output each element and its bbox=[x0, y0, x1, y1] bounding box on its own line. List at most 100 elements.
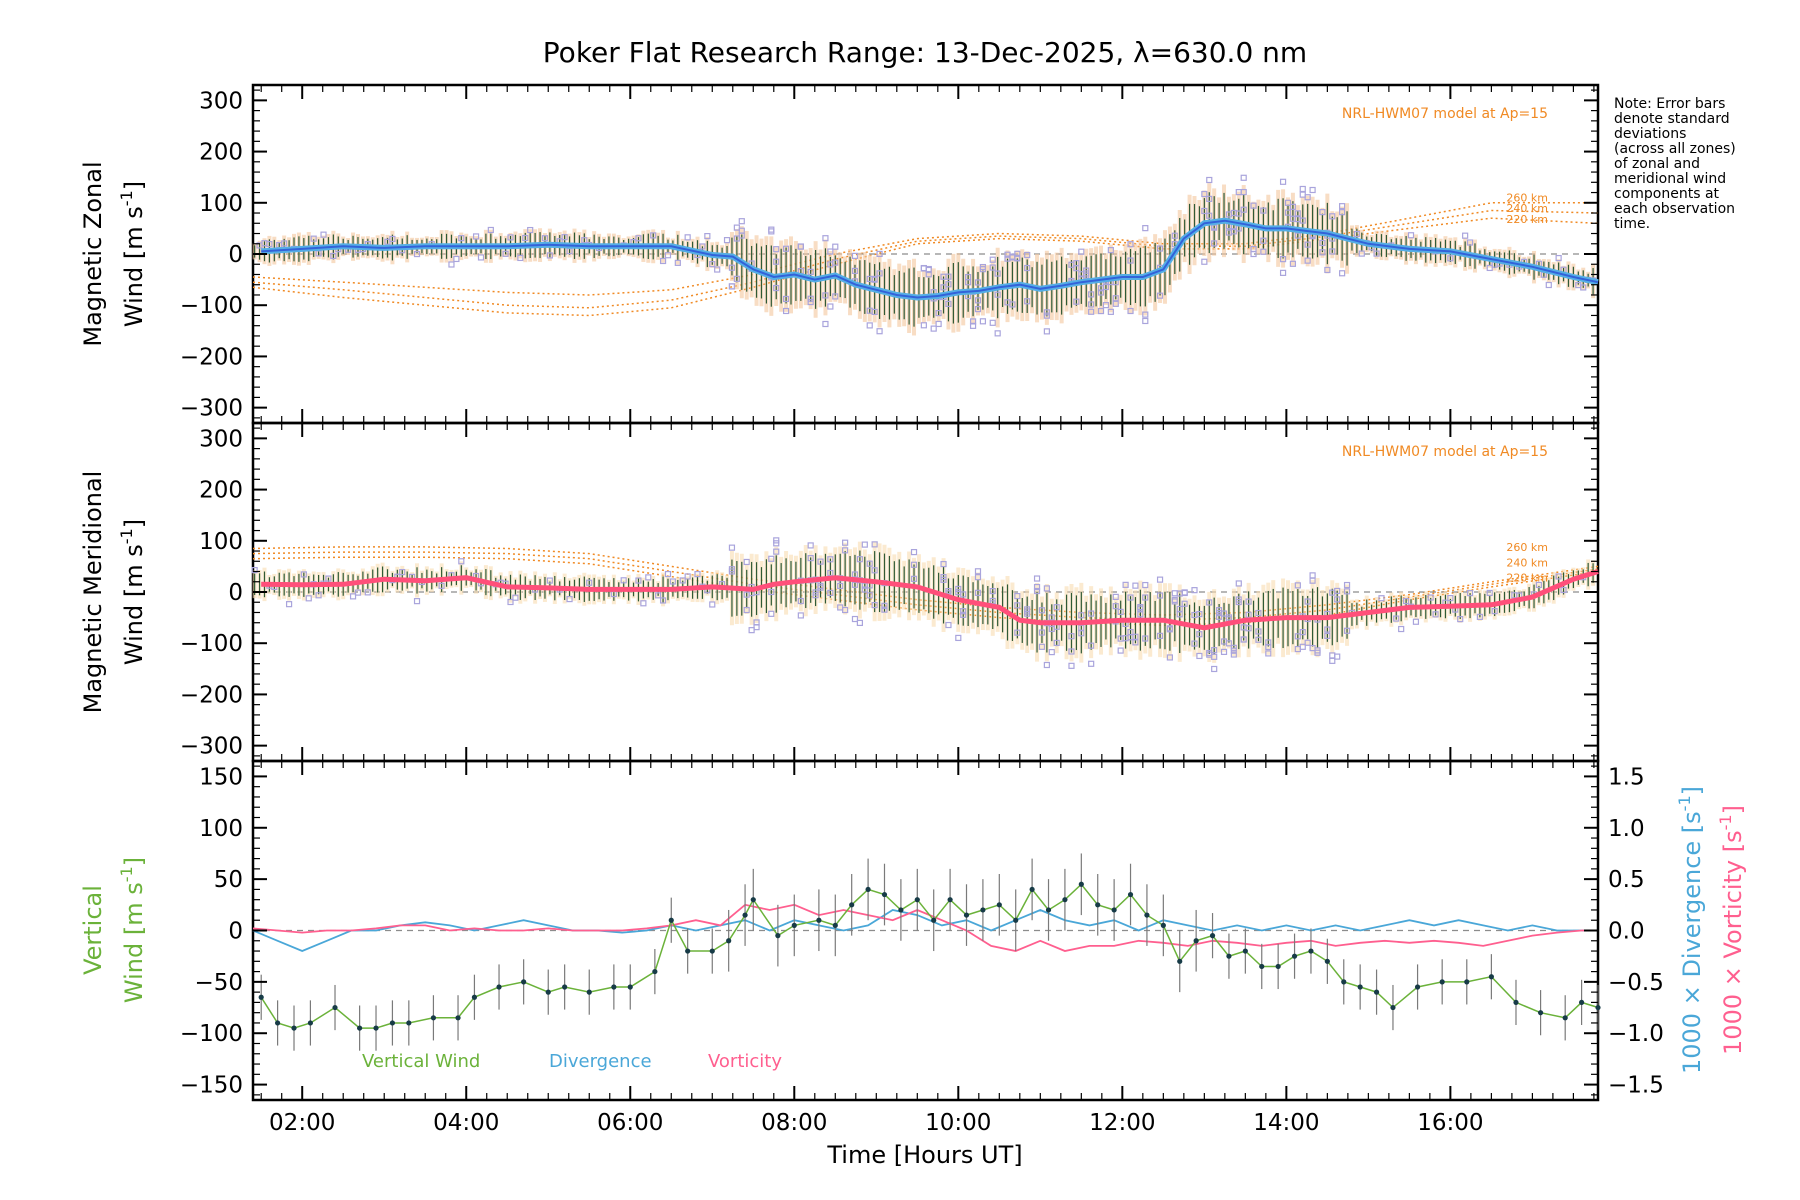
sample-point bbox=[502, 250, 509, 257]
vertical-wind-point bbox=[1513, 999, 1519, 1006]
sample-point bbox=[1117, 647, 1124, 654]
sample-point bbox=[1009, 301, 1016, 308]
vorticity-axis-label: 1000 × Vorticity [s-1] bbox=[1716, 805, 1747, 1055]
sample-point bbox=[728, 544, 736, 551]
sample-point bbox=[1088, 308, 1095, 315]
sample-point bbox=[935, 320, 942, 328]
sample-point bbox=[1048, 648, 1055, 656]
vertical-wind-point bbox=[881, 891, 888, 898]
vertical-wind-point bbox=[430, 1015, 437, 1021]
sample-point bbox=[1447, 255, 1454, 262]
sample-point bbox=[709, 261, 716, 268]
sample-point bbox=[1343, 588, 1351, 595]
vertical-wind-point bbox=[1488, 974, 1494, 980]
right-y-tick-label: −0.5 bbox=[1608, 970, 1664, 996]
note-line: of zonal and bbox=[1614, 156, 1700, 172]
sample-point bbox=[1319, 209, 1326, 216]
sample-point bbox=[1334, 587, 1341, 595]
note-line: Note: Error bars bbox=[1614, 96, 1725, 112]
sample-point bbox=[1112, 603, 1119, 610]
y-tick-label: 200 bbox=[199, 140, 243, 166]
sample-point bbox=[1181, 589, 1188, 596]
sample-point bbox=[1329, 657, 1336, 664]
error-bar-note: Note: Error bars denote standard deviati… bbox=[1614, 96, 1736, 232]
sample-point bbox=[1068, 662, 1075, 669]
meridional-ylabel-close: ] bbox=[120, 519, 148, 528]
sample-point bbox=[1555, 254, 1562, 262]
sample-point bbox=[1038, 607, 1046, 614]
sample-point bbox=[1033, 575, 1041, 582]
vertical-wind-point bbox=[1390, 1004, 1396, 1011]
sample-point bbox=[1309, 577, 1316, 584]
vertical-wind-point bbox=[1062, 897, 1068, 903]
sample-point bbox=[807, 298, 814, 306]
sample-point bbox=[842, 606, 849, 614]
sample-point bbox=[527, 226, 534, 234]
sample-point bbox=[714, 266, 721, 273]
altitude-label: 260 km bbox=[1506, 541, 1548, 554]
sample-point bbox=[1014, 629, 1021, 636]
sample-point bbox=[281, 240, 288, 247]
sample-point bbox=[989, 256, 996, 263]
sample-point bbox=[1078, 612, 1085, 619]
vorticity-line bbox=[252, 903, 1598, 952]
sample-point bbox=[1112, 593, 1119, 600]
sample-point bbox=[1329, 213, 1336, 220]
sample-point bbox=[1304, 598, 1311, 605]
vertical-wind-point bbox=[307, 1020, 314, 1026]
sample-point bbox=[773, 548, 780, 555]
vertical-wind-point bbox=[1045, 907, 1052, 913]
sample-point bbox=[315, 592, 322, 599]
vertical-wind-point bbox=[1226, 953, 1232, 959]
sample-point bbox=[694, 571, 701, 578]
sample-point bbox=[851, 581, 859, 588]
sample-point bbox=[1220, 610, 1228, 617]
sample-point bbox=[1038, 643, 1046, 650]
right-y-tick-label: −1.5 bbox=[1608, 1073, 1664, 1099]
sample-point bbox=[1196, 631, 1203, 638]
x-tick-label: 02:00 bbox=[269, 1110, 335, 1136]
sample-point bbox=[960, 591, 967, 598]
sample-point bbox=[285, 601, 293, 608]
sample-point bbox=[581, 237, 588, 244]
sample-point bbox=[974, 589, 982, 596]
sample-point bbox=[349, 593, 357, 600]
sample-point bbox=[1358, 250, 1365, 257]
y-tick-label: 50 bbox=[214, 867, 243, 893]
sample-point bbox=[1206, 212, 1213, 219]
x-tick-label: 16:00 bbox=[1417, 1110, 1483, 1136]
sample-point bbox=[1279, 256, 1287, 263]
sample-point bbox=[782, 295, 790, 303]
altitude-label: 260 km bbox=[1506, 192, 1548, 205]
sample-point bbox=[1078, 630, 1085, 637]
sample-point bbox=[1245, 625, 1252, 632]
sample-point bbox=[1265, 650, 1272, 657]
vertical-wind-point bbox=[1341, 979, 1347, 985]
sample-point bbox=[1142, 594, 1149, 601]
sample-point bbox=[1334, 653, 1341, 660]
sample-point bbox=[1102, 283, 1110, 291]
sample-point bbox=[1304, 639, 1311, 646]
sample-point bbox=[940, 576, 947, 583]
sample-point bbox=[1112, 295, 1119, 302]
sample-point bbox=[881, 602, 888, 609]
sample-point bbox=[1324, 632, 1331, 639]
vertical-wind-point bbox=[709, 948, 715, 954]
sample-point bbox=[1043, 661, 1050, 669]
sample-point bbox=[768, 228, 775, 235]
sample-point bbox=[797, 612, 804, 619]
sample-point bbox=[1393, 615, 1400, 622]
sample-point bbox=[1156, 245, 1164, 252]
sample-point bbox=[1127, 307, 1134, 315]
sample-point bbox=[782, 307, 790, 315]
sample-point bbox=[1319, 249, 1326, 256]
vertical-wind-point bbox=[1373, 989, 1380, 995]
vertical-wind-point bbox=[406, 1020, 412, 1026]
sample-point bbox=[1299, 217, 1306, 224]
note-line: denote standard bbox=[1614, 111, 1730, 127]
vertical-wind-point bbox=[1127, 891, 1134, 898]
vertical-wind-point bbox=[1029, 886, 1035, 893]
sample-point bbox=[797, 243, 804, 250]
sample-point bbox=[822, 235, 829, 242]
